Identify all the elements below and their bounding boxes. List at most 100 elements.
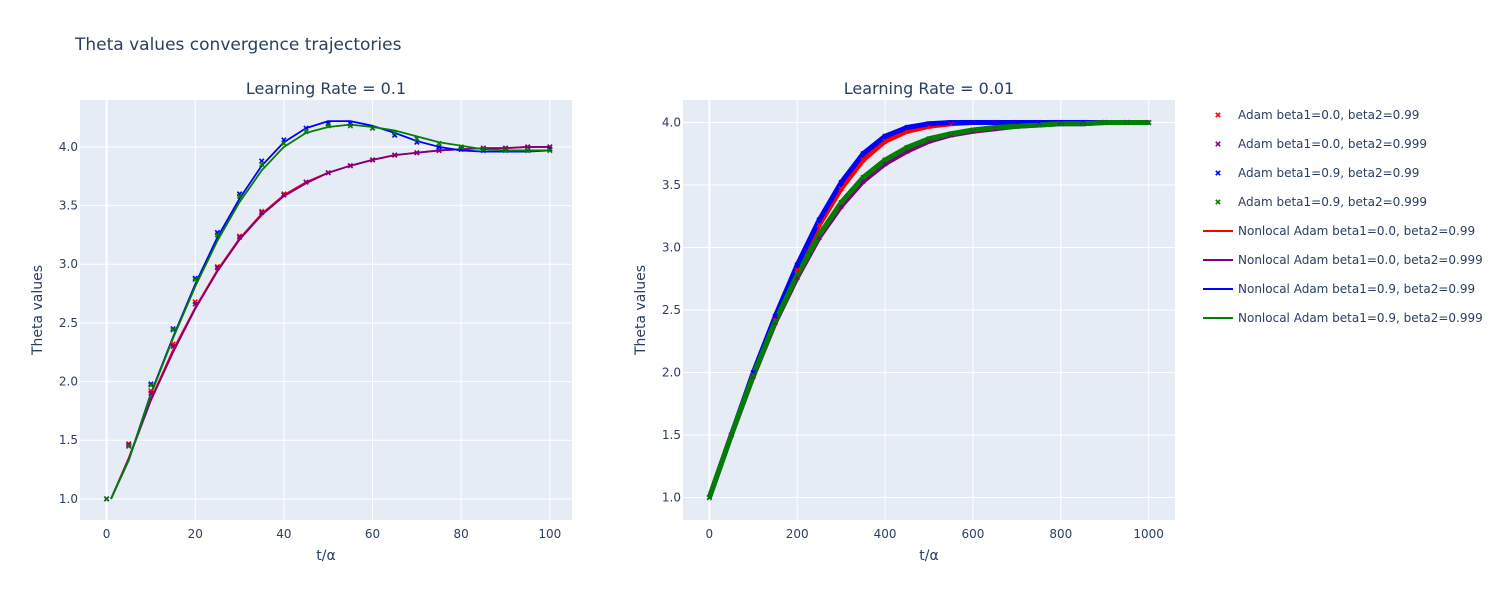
data-point bbox=[992, 125, 998, 132]
data-point bbox=[750, 372, 757, 378]
data-point bbox=[281, 140, 287, 147]
data-point bbox=[948, 132, 954, 138]
data-point bbox=[325, 123, 331, 129]
data-point bbox=[369, 157, 376, 163]
data-point bbox=[860, 174, 866, 181]
legend-item[interactable]: Nonlocal Adam beta1=0.0, beta2=0.99 bbox=[1203, 224, 1475, 238]
y-tick-label: 1.0 bbox=[59, 492, 78, 506]
data-point bbox=[258, 161, 265, 168]
data-point bbox=[1014, 123, 1020, 130]
data-point bbox=[860, 150, 866, 157]
data-point bbox=[1145, 119, 1152, 126]
legend-label: Nonlocal Adam beta1=0.0, beta2=0.999 bbox=[1238, 253, 1483, 267]
data-point bbox=[524, 147, 531, 154]
data-point bbox=[125, 442, 132, 448]
data-point bbox=[1079, 119, 1086, 126]
data-point bbox=[547, 147, 553, 154]
data-point bbox=[414, 150, 420, 156]
data-point bbox=[325, 169, 331, 176]
data-point bbox=[1079, 120, 1086, 127]
x-tick-label: 40 bbox=[276, 527, 291, 541]
legend-marker-swatch bbox=[1215, 141, 1221, 147]
x-tick-label: 200 bbox=[786, 527, 809, 541]
data-point bbox=[926, 135, 932, 142]
data-point bbox=[816, 232, 822, 238]
x-tick-label: 0 bbox=[103, 527, 111, 541]
legend-item[interactable]: Adam beta1=0.9, beta2=0.999 bbox=[1215, 195, 1427, 209]
data-point bbox=[882, 138, 888, 145]
data-point bbox=[214, 264, 221, 271]
data-point bbox=[480, 146, 487, 153]
data-point bbox=[214, 232, 221, 238]
legend-item[interactable]: Nonlocal Adam beta1=0.9, beta2=0.999 bbox=[1203, 311, 1483, 325]
legend-item[interactable]: Adam beta1=0.0, beta2=0.99 bbox=[1215, 108, 1420, 122]
legend-item[interactable]: Adam beta1=0.0, beta2=0.999 bbox=[1215, 137, 1427, 151]
data-point bbox=[816, 222, 822, 228]
data-point bbox=[1123, 119, 1130, 126]
data-point bbox=[170, 327, 176, 333]
data-point bbox=[347, 162, 354, 169]
data-point bbox=[347, 123, 354, 129]
legend-label: Adam beta1=0.0, beta2=0.99 bbox=[1238, 108, 1419, 122]
y-tick-label: 3.5 bbox=[662, 178, 681, 192]
x-axis-title: t/α bbox=[919, 548, 938, 564]
y-tick-label: 2.5 bbox=[59, 316, 78, 330]
data-point bbox=[926, 120, 932, 127]
data-point bbox=[772, 318, 779, 325]
data-layer bbox=[103, 120, 553, 502]
data-point bbox=[794, 262, 800, 268]
data-point bbox=[860, 157, 866, 163]
y-tick-label: 2.5 bbox=[662, 303, 681, 317]
data-point bbox=[992, 119, 998, 126]
legend-item[interactable]: Nonlocal Adam beta1=0.0, beta2=0.999 bbox=[1203, 253, 1483, 267]
y-tick-label: 4.0 bbox=[662, 116, 681, 130]
data-point bbox=[904, 124, 910, 131]
data-point bbox=[728, 432, 735, 438]
data-point bbox=[547, 146, 553, 153]
series-line bbox=[110, 123, 550, 500]
x-tick-label: 600 bbox=[961, 527, 984, 541]
data-point bbox=[436, 140, 442, 147]
data-point bbox=[1058, 120, 1064, 127]
data-point bbox=[458, 144, 464, 150]
legend-label: Adam beta1=0.9, beta2=0.99 bbox=[1238, 166, 1419, 180]
data-point bbox=[258, 209, 265, 216]
data-point bbox=[236, 234, 243, 241]
y-tick-label: 3.0 bbox=[59, 257, 78, 271]
data-point bbox=[192, 301, 199, 307]
data-point bbox=[148, 381, 154, 387]
y-tick-label: 3.5 bbox=[59, 199, 78, 213]
data-point bbox=[170, 343, 176, 350]
data-point bbox=[948, 130, 954, 137]
subplot-2: 0 200 400 600 800 1000 1.0 1.5 2.0 2.5 3.0 3.5 4.0 Le… bbox=[633, 79, 1175, 564]
x-tick-label: 400 bbox=[874, 527, 897, 541]
subplot-title: Learning Rate = 0.1 bbox=[246, 79, 406, 98]
legend-item[interactable]: Nonlocal Adam beta1=0.9, beta2=0.99 bbox=[1203, 282, 1475, 296]
data-point bbox=[391, 152, 398, 158]
plot-area bbox=[80, 100, 572, 520]
figure-title: Theta values convergence trajectories bbox=[74, 35, 402, 55]
data-point bbox=[236, 193, 243, 199]
data-point bbox=[904, 144, 910, 151]
x-tick-label: 1000 bbox=[1133, 527, 1164, 541]
x-tick-label: 0 bbox=[706, 527, 714, 541]
data-point bbox=[970, 119, 976, 126]
data-point bbox=[236, 233, 243, 239]
data-point bbox=[369, 125, 376, 131]
data-point bbox=[414, 135, 420, 142]
data-point bbox=[794, 272, 800, 278]
data-point bbox=[992, 124, 998, 131]
data-point bbox=[148, 382, 154, 388]
y-tick-label: 1.0 bbox=[662, 491, 681, 505]
data-point bbox=[970, 127, 976, 133]
legend-item[interactable]: Adam beta1=0.9, beta2=0.99 bbox=[1215, 166, 1420, 180]
data-point bbox=[103, 496, 110, 502]
data-point bbox=[772, 319, 779, 326]
data-point bbox=[148, 390, 154, 397]
data-point bbox=[1058, 119, 1064, 126]
data-point bbox=[838, 199, 844, 206]
data-layer bbox=[706, 119, 1152, 501]
data-point bbox=[303, 179, 309, 185]
data-point bbox=[192, 276, 199, 283]
data-point bbox=[281, 191, 287, 197]
